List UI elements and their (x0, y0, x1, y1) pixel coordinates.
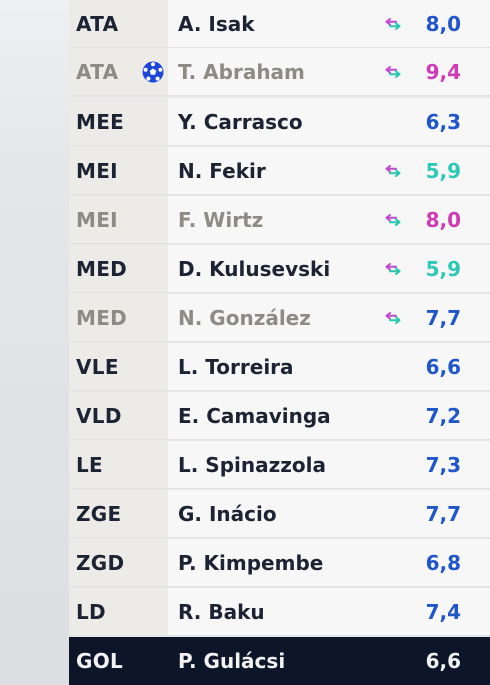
player-rating: 6,3 (425, 109, 461, 134)
player-position: MEI (76, 207, 118, 232)
player-position: LE (76, 452, 104, 477)
position-cell (69, 588, 168, 635)
position-cell (69, 245, 168, 292)
left-backdrop (0, 0, 69, 685)
player-rating: 5,9 (425, 158, 461, 183)
player-name: A. Isak (178, 11, 255, 36)
name-cell (168, 147, 490, 194)
player-row[interactable]: ZGD P. Kimpembe 6,8 (69, 539, 490, 587)
name-cell (168, 343, 490, 390)
player-name: R. Baku (178, 599, 265, 624)
player-name: P. Gulácsi (178, 649, 286, 673)
position-cell (69, 294, 168, 341)
position-cell (69, 392, 168, 439)
player-position: MEI (76, 158, 118, 183)
player-position: VLE (76, 354, 119, 379)
player-position: MED (76, 305, 128, 330)
player-position: ATA (76, 11, 119, 36)
player-row[interactable]: MEI N. Fekir 5,9 (69, 147, 490, 195)
player-rating: 9,4 (425, 59, 461, 84)
player-position: GOL (76, 649, 124, 673)
position-cell (69, 637, 168, 685)
name-cell (168, 48, 490, 95)
player-position: LD (76, 599, 106, 624)
position-cell (69, 196, 168, 243)
player-name: N. Fekir (178, 158, 266, 183)
name-cell (168, 637, 490, 685)
player-row[interactable]: LE L. Spinazzola 7,3 (69, 441, 490, 489)
name-cell (168, 294, 490, 341)
player-rating: 7,3 (425, 452, 461, 477)
name-cell (168, 0, 490, 47)
player-name: E. Camavinga (178, 403, 331, 428)
player-name: Y. Carrasco (178, 109, 303, 134)
position-cell (69, 490, 168, 537)
name-cell (168, 490, 490, 537)
player-name: L. Spinazzola (178, 452, 326, 477)
player-position: VLD (76, 403, 122, 428)
player-rating: 5,9 (425, 256, 461, 281)
name-cell (168, 392, 490, 439)
player-row[interactable]: LD R. Baku 7,4 (69, 588, 490, 636)
player-rating: 7,7 (425, 305, 461, 330)
player-name: P. Kimpembe (178, 550, 324, 575)
position-cell (69, 343, 168, 390)
football-icon (142, 61, 164, 82)
player-position: MEE (76, 109, 125, 134)
player-row[interactable]: ZGE G. Inácio 7,7 (69, 490, 490, 538)
swap-arrows-icon (385, 65, 401, 78)
player-rating: 6,6 (425, 354, 461, 379)
swap-arrows-icon (385, 213, 401, 226)
player-row[interactable]: ATA T. Abraham 9,4 (69, 48, 490, 96)
player-row-selected[interactable]: GOL P. Gulácsi 6,6 (69, 637, 490, 685)
position-cell (69, 441, 168, 488)
player-position: ZGE (76, 501, 122, 526)
player-row[interactable]: MEE Y. Carrasco 6,3 (69, 98, 490, 146)
name-cell (168, 98, 490, 145)
name-cell (168, 539, 490, 586)
swap-arrows-icon (385, 262, 401, 275)
player-row[interactable]: ATA A. Isak 8,0 (69, 0, 490, 48)
player-rating: 8,0 (425, 11, 461, 36)
swap-arrows-icon (385, 311, 401, 324)
swap-arrows-icon (385, 164, 401, 177)
player-rating: 8,0 (425, 207, 461, 232)
player-position: ATA (76, 59, 119, 84)
player-name: F. Wirtz (178, 207, 264, 232)
player-row[interactable]: VLE L. Torreira 6,6 (69, 343, 490, 391)
player-row[interactable]: MED N. González 7,7 (69, 294, 490, 342)
position-cell (69, 539, 168, 586)
player-name: N. González (178, 305, 311, 330)
position-cell (69, 0, 168, 47)
player-rating: 7,2 (425, 403, 461, 428)
player-row[interactable]: VLD E. Camavinga 7,2 (69, 392, 490, 440)
player-row[interactable]: MEI F. Wirtz 8,0 (69, 196, 490, 244)
player-rating: 6,8 (425, 550, 461, 575)
position-cell (69, 147, 168, 194)
name-cell (168, 196, 490, 243)
player-position: ZGD (76, 550, 125, 575)
position-cell (69, 98, 168, 145)
player-rating: 7,4 (425, 599, 461, 624)
name-cell (168, 441, 490, 488)
player-name: L. Torreira (178, 354, 294, 379)
player-name: D. Kulusevski (178, 256, 331, 281)
player-name: G. Inácio (178, 501, 277, 526)
player-name: T. Abraham (178, 59, 305, 84)
player-row[interactable]: MED D. Kulusevski 5,9 (69, 245, 490, 293)
player-rating: 7,7 (425, 501, 461, 526)
squad-list: ATA A. Isak 8,0 ATA T. Abraham 9,4 MEE Y. Carra… (69, 0, 490, 685)
name-cell (168, 245, 490, 292)
name-cell (168, 588, 490, 635)
swap-arrows-icon (385, 17, 401, 30)
player-position: MED (76, 256, 128, 281)
player-rating: 6,6 (425, 649, 461, 673)
